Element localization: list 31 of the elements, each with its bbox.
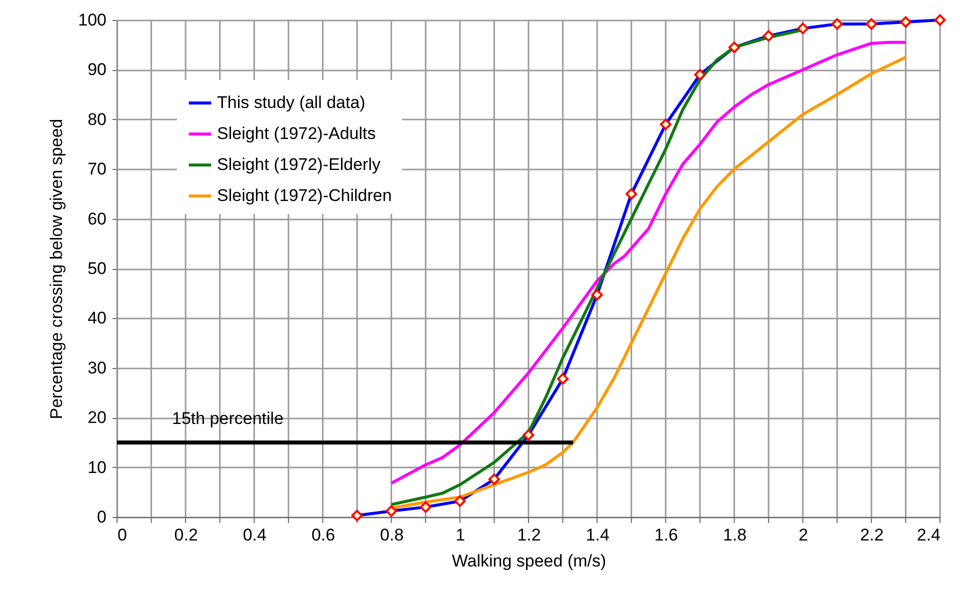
- x-tick-label: 0: [118, 526, 127, 544]
- y-tick-label: 0: [97, 508, 106, 526]
- y-tick-label: 40: [88, 308, 106, 328]
- legend-label: Sleight (1972)-Elderly: [217, 155, 381, 174]
- y-tick-label: 80: [88, 110, 106, 129]
- y-tick-label: 50: [88, 259, 106, 278]
- x-axis-title: Walking speed (m/s): [452, 552, 606, 570]
- y-tick-label: 70: [88, 160, 106, 179]
- x-tick-label: 2: [798, 526, 808, 544]
- x-tick-label: 1.8: [722, 526, 747, 544]
- legend-label: This study (all data): [217, 93, 366, 112]
- y-tick-label: 100: [78, 10, 106, 30]
- y-tick-label: 30: [88, 358, 106, 378]
- y-axis-title: Percentage crossing below given speed: [47, 118, 66, 420]
- y-tick-label: 20: [88, 408, 106, 428]
- annotation: 15th percentile: [172, 409, 284, 428]
- y-tick-label: 10: [88, 458, 106, 477]
- x-tick-label: 1.4: [586, 526, 610, 544]
- x-tick-label: 0.4: [242, 526, 266, 544]
- x-tick-label: 0.8: [380, 526, 404, 544]
- legend-label: Sleight (1972)-Children: [217, 186, 392, 205]
- y-tick-label: 60: [88, 209, 106, 228]
- legend-label: Sleight (1972)-Adults: [217, 124, 376, 143]
- x-tick-label: 1.6: [654, 526, 678, 544]
- x-tick-label: 1: [456, 526, 466, 544]
- x-tick-label: 1.2: [517, 526, 541, 544]
- x-tick-label: 0.2: [174, 526, 198, 544]
- x-tick-label: 2.4: [916, 526, 940, 544]
- x-tick-label: 2.2: [860, 526, 884, 544]
- x-tick-label: 0.6: [311, 526, 336, 544]
- y-tick-label: 90: [88, 60, 106, 80]
